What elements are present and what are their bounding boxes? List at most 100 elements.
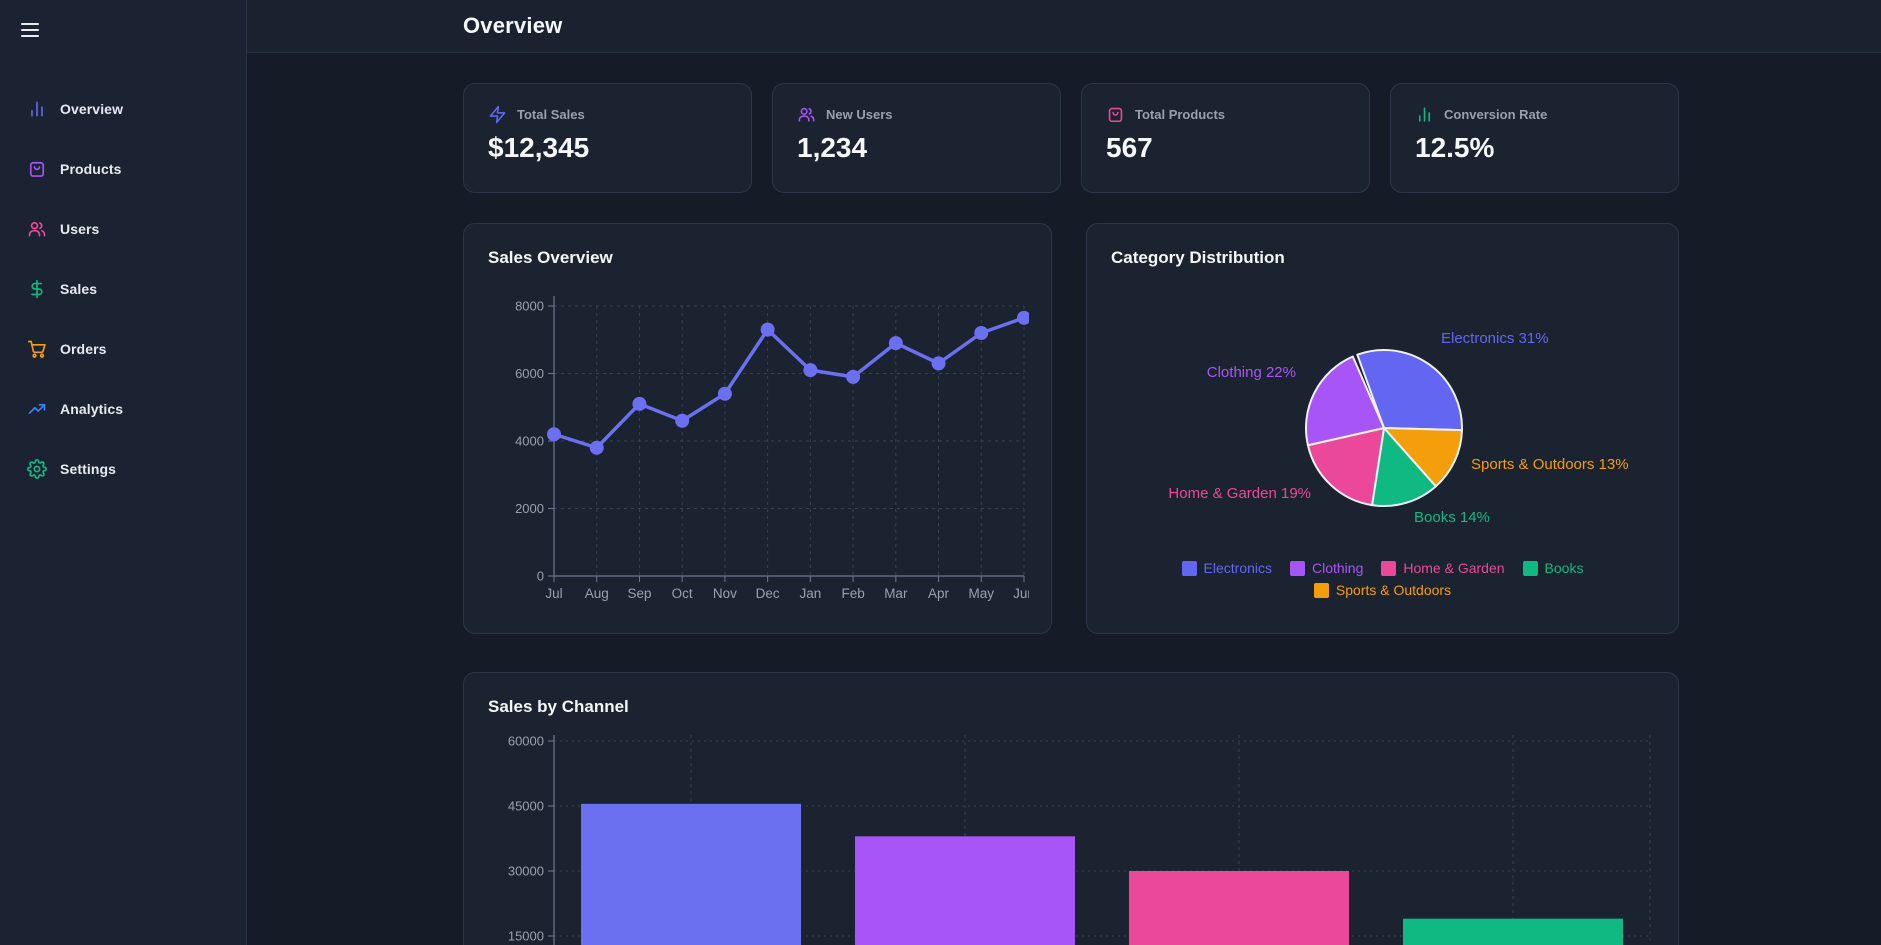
svg-text:45000: 45000 [508,799,544,814]
bar-1 [855,836,1075,945]
pie-label-home-garden: Home & Garden 19% [1168,485,1311,502]
trending-up-icon [27,399,47,419]
stat-card-total-sales: Total Sales $12,345 [463,83,752,193]
legend-swatch [1522,560,1538,576]
stat-value: 567 [1106,132,1153,163]
category-distribution-card: Category Distribution Electronics 31% Clo… [1086,223,1679,634]
stat-label: Conversion Rate [1444,107,1548,122]
sidebar-item-label: Users [60,220,100,237]
sales-by-channel-title: Sales by Channel [488,697,629,716]
svg-text:6000: 6000 [515,366,544,381]
svg-text:2000: 2000 [515,501,544,516]
pie-label-books: Books 14% [1414,509,1490,526]
shopping-bag-icon [1106,105,1125,124]
sales-by-channel-card: Sales by Channel 015000300004500060000 [463,672,1679,945]
svg-text:Oct: Oct [672,586,693,601]
sidebar-item-label: Orders [60,340,107,357]
svg-text:0: 0 [537,569,544,584]
menu-toggle-button[interactable] [19,16,41,44]
sidebar-item-orders[interactable]: Orders [27,331,246,367]
legend-item-sports-outdoors[interactable]: Sports & Outdoors [1313,582,1452,598]
sales-overview-card: Sales Overview Jul Aug Sep Oct Nov Dec Jan Feb M… [463,223,1052,634]
header: Overview [247,0,1881,53]
svg-text:Jan: Jan [799,586,821,601]
stat-label: New Users [826,107,893,122]
sales-by-channel-bar-chart: 015000300004500060000 [508,734,1651,945]
legend-label: Home & Garden [1403,560,1505,576]
sidebar-item-users[interactable]: Users [27,211,246,247]
bar-0 [581,803,801,945]
legend-swatch [1290,560,1305,576]
sidebar-item-label: Overview [60,100,124,117]
sidebar-item-settings[interactable]: Settings [27,451,246,487]
bar-2 [1129,871,1349,945]
sidebar-nav: Overview Products Users Sales Orders Analytic… [0,91,246,487]
sidebar-item-label: Products [60,160,122,177]
legend-item-books[interactable]: Books [1522,560,1584,576]
main-area: Overview Total Sales $12,345 New Users 1,23… [247,0,1881,945]
sidebar-item-label: Analytics [60,400,124,417]
pie-slice-books [1371,427,1437,507]
pie-legend: Electronics Clothing Home & Garden Books Spo… [1111,560,1654,598]
svg-text:Sep: Sep [627,586,651,601]
pie-label-clothing: Clothing 22% [1206,364,1296,381]
legend-label: Electronics [1203,560,1272,576]
stat-card-conversion-rate: Conversion Rate 12.5% [1390,83,1679,193]
svg-text:30000: 30000 [508,864,544,879]
sales-overview-line-chart: Jul Aug Sep Oct Nov Dec Jan Feb Mar Apr May Jun 0 200… [515,296,1029,601]
svg-text:Apr: Apr [928,586,950,601]
pie-label-sports-outdoors: Sports & Outdoors 13% [1471,456,1629,473]
pie-chart-area: Electronics 31% Clothing 22% Home & Garden… [1111,272,1654,611]
svg-text:Jun: Jun [1013,586,1029,601]
legend-item-home-garden[interactable]: Home & Garden [1381,560,1505,576]
bar-3 [1403,918,1623,945]
shopping-cart-icon [27,339,47,359]
legend-swatch [1381,560,1397,576]
legend-label: Clothing [1312,560,1364,576]
sidebar: Overview Products Users Sales Orders Analytic… [0,0,247,945]
stat-label: Total Products [1135,107,1226,122]
svg-text:Mar: Mar [884,586,908,601]
svg-text:8000: 8000 [515,299,544,314]
page-title: Overview [463,13,563,38]
gear-icon [27,458,47,479]
svg-text:15000: 15000 [508,929,544,944]
bar-chart-icon [1415,105,1434,124]
pie-slice-electronics [1356,349,1463,432]
legend-item-electronics[interactable]: Electronics [1181,560,1272,576]
stat-card-new-users: New Users 1,234 [772,83,1061,193]
legend-item-clothing[interactable]: Clothing [1290,560,1363,576]
sidebar-item-label: Sales [60,280,98,297]
sidebar-item-products[interactable]: Products [27,151,246,187]
sales-overview-title: Sales Overview [488,248,613,267]
legend-label: Books [1544,560,1584,576]
sidebar-item-overview[interactable]: Overview [27,91,246,127]
legend-swatch [1313,582,1329,598]
shopping-bag-icon [27,159,47,179]
hamburger-icon [21,22,39,26]
stat-value: $12,345 [488,132,590,163]
zap-icon [488,105,507,124]
stat-value: 1,234 [797,132,868,163]
pie-slice-sports-outdoors [1383,427,1463,488]
category-pie-chart [1305,349,1463,507]
svg-text:Jul: Jul [545,586,562,601]
legend-swatch [1181,560,1197,576]
pie-slice-clothing [1305,355,1385,447]
content: Total Sales $12,345 New Users 1,234 Total Pr… [247,53,1881,945]
svg-text:Nov: Nov [713,586,737,601]
stats-row: Total Sales $12,345 New Users 1,234 Total Pr… [463,83,1679,193]
svg-text:4000: 4000 [515,434,544,449]
legend-label: Sports & Outdoors [1335,582,1452,598]
sidebar-item-analytics[interactable]: Analytics [27,391,246,427]
svg-text:Aug: Aug [585,586,609,601]
pie-label-electronics: Electronics 31% [1441,330,1549,347]
stat-card-total-products: Total Products 567 [1081,83,1370,193]
dollar-sign-icon [27,279,47,299]
category-distribution-title: Category Distribution [1111,248,1285,267]
sidebar-item-sales[interactable]: Sales [27,271,246,307]
users-icon [27,219,47,239]
bar-chart-icon [27,99,47,119]
charts-row: Sales Overview Jul Aug Sep Oct Nov Dec Jan Feb M… [463,223,1679,634]
